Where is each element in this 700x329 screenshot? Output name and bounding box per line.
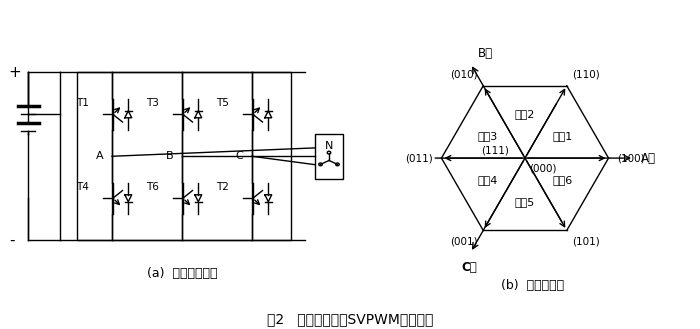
Text: (111): (111) bbox=[481, 146, 509, 156]
FancyBboxPatch shape bbox=[315, 134, 343, 179]
Text: T5: T5 bbox=[216, 98, 229, 108]
Text: 扇区2: 扇区2 bbox=[514, 110, 536, 119]
Text: (011): (011) bbox=[405, 153, 433, 163]
Text: (b)  向量扇区图: (b) 向量扇区图 bbox=[500, 279, 564, 292]
Text: T4: T4 bbox=[76, 182, 89, 192]
Text: T6: T6 bbox=[146, 182, 159, 192]
Text: T2: T2 bbox=[216, 182, 229, 192]
Text: 扇区6: 扇区6 bbox=[552, 175, 573, 185]
Text: A: A bbox=[96, 151, 104, 161]
Text: -: - bbox=[8, 233, 14, 248]
Text: 扇区4: 扇区4 bbox=[477, 175, 498, 185]
Text: C: C bbox=[235, 151, 244, 161]
Text: (000): (000) bbox=[528, 163, 556, 173]
Text: T3: T3 bbox=[146, 98, 159, 108]
Text: (101): (101) bbox=[573, 236, 601, 246]
Text: N: N bbox=[325, 141, 333, 151]
Text: (110): (110) bbox=[573, 70, 601, 80]
Text: 扇区3: 扇区3 bbox=[477, 131, 498, 141]
Text: (001): (001) bbox=[450, 236, 477, 246]
Text: B轴: B轴 bbox=[478, 47, 493, 60]
Text: 扇区5: 扇区5 bbox=[515, 197, 535, 207]
Text: (010): (010) bbox=[450, 70, 477, 80]
Text: T1: T1 bbox=[76, 98, 89, 108]
Text: (100): (100) bbox=[617, 153, 645, 163]
Text: (a)  三相逆变电路: (a) 三相逆变电路 bbox=[147, 267, 217, 280]
Text: +: + bbox=[8, 65, 22, 80]
Text: 扇区1: 扇区1 bbox=[552, 131, 573, 141]
Text: C轴: C轴 bbox=[461, 261, 477, 274]
Text: 图2   逆变器电路及SVPWM向量扇区: 图2 逆变器电路及SVPWM向量扇区 bbox=[267, 312, 433, 326]
Text: B: B bbox=[166, 151, 174, 161]
Text: A轴: A轴 bbox=[641, 152, 656, 164]
